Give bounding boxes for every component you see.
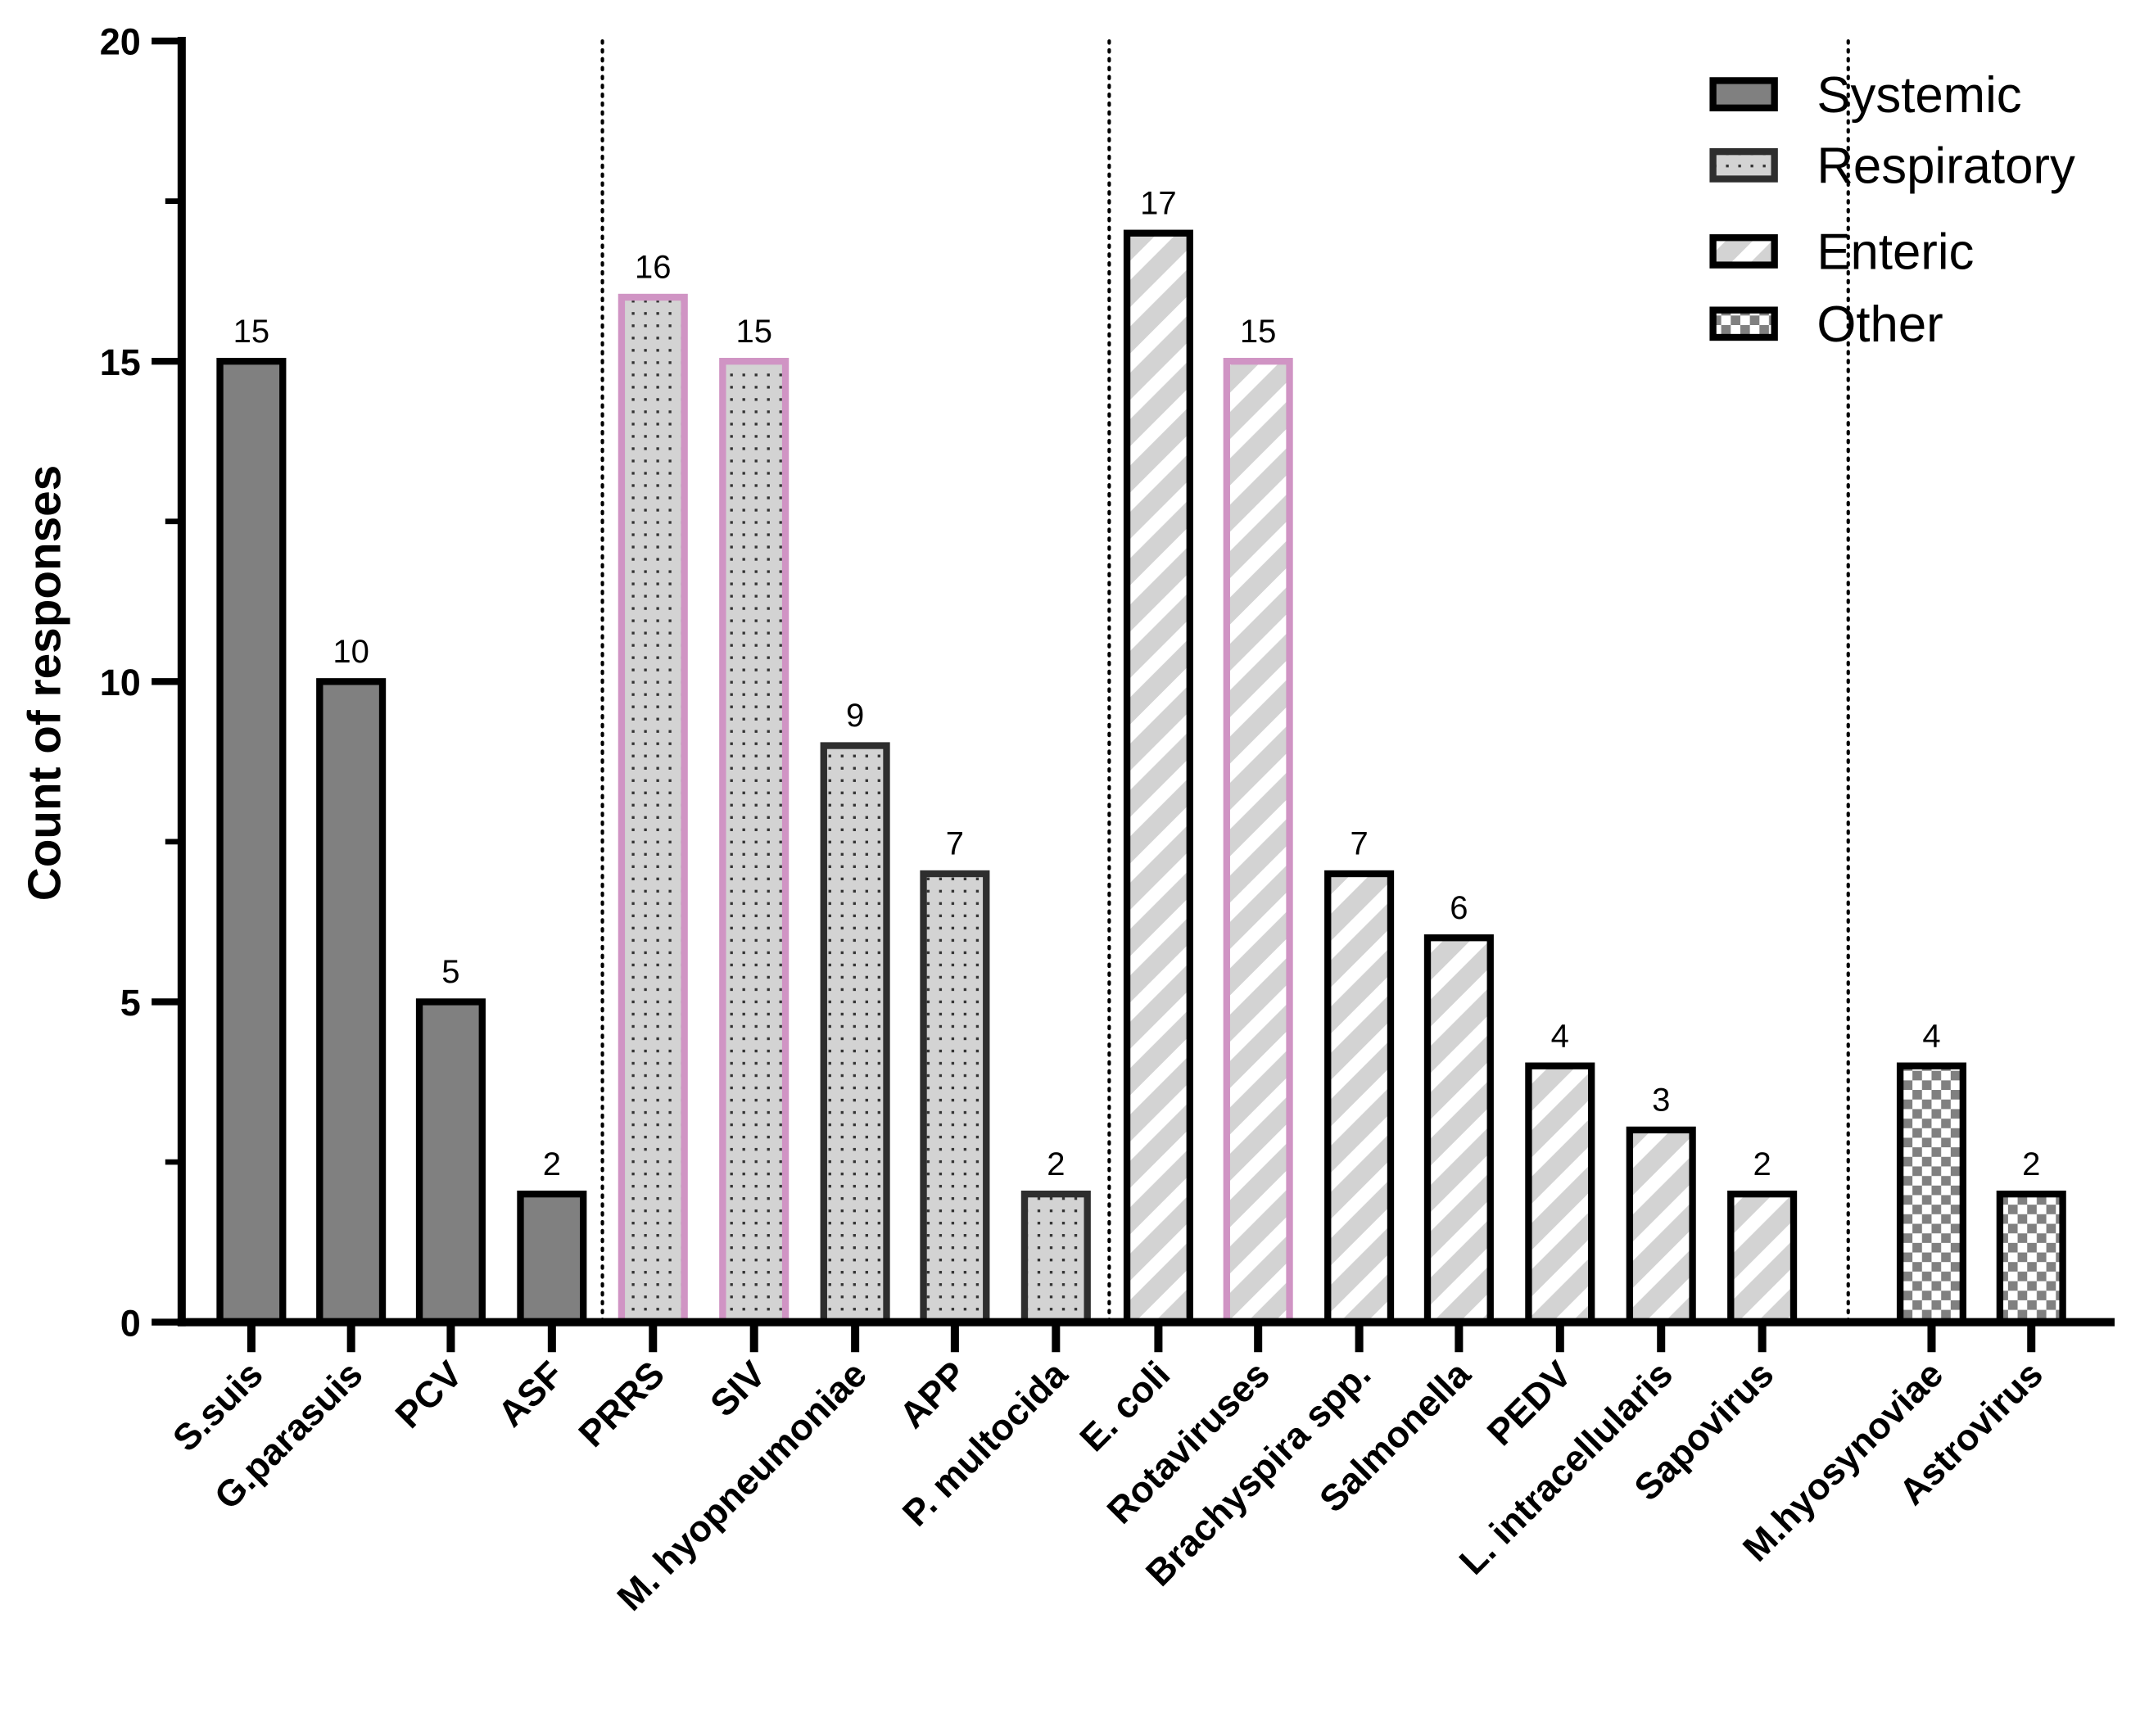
y-tick-label: 10 (100, 662, 141, 703)
y-tick-label: 20 (100, 21, 141, 63)
data-label: 5 (441, 954, 459, 990)
bar-enteric (1223, 358, 1293, 1326)
bar-enteric (1324, 870, 1395, 1326)
legend-swatch-respiratory (1709, 147, 1778, 183)
data-label: 4 (1551, 1018, 1569, 1054)
y-tick-label: 15 (100, 341, 141, 383)
y-tick-label: 5 (120, 982, 141, 1024)
data-label: 17 (1140, 185, 1177, 221)
legend-label: Other (1817, 296, 1943, 353)
x-tick-label: PRRS (571, 1353, 673, 1455)
bar-respiratory (920, 870, 990, 1326)
data-label: 2 (543, 1146, 561, 1182)
data-label: 9 (846, 698, 864, 734)
bar-enteric (1727, 1190, 1798, 1326)
x-tick-label: ASF (490, 1353, 572, 1435)
bar-respiratory (1020, 1190, 1091, 1326)
data-label: 15 (1240, 314, 1277, 350)
bar-systemic (316, 678, 387, 1326)
data-label: 15 (233, 314, 270, 350)
bar-other (1996, 1190, 2066, 1326)
data-label: 6 (1450, 890, 1468, 926)
data-label: 2 (1753, 1146, 1771, 1182)
legend-label: Systemic (1817, 67, 2021, 124)
legend-swatch-enteric (1709, 234, 1778, 269)
bar-enteric (1525, 1062, 1595, 1326)
bar-systemic (216, 358, 287, 1326)
x-tick-label: SIV (702, 1353, 773, 1424)
bar-enteric (1626, 1126, 1696, 1326)
legend-label: Respiratory (1817, 138, 2075, 195)
x-tick-label: PCV (387, 1353, 471, 1436)
bar-respiratory (618, 293, 688, 1326)
bar-other (1896, 1062, 1967, 1326)
legend-swatch-other (1709, 306, 1778, 341)
bar-enteric (1423, 934, 1494, 1326)
data-label: 2 (2022, 1146, 2040, 1182)
data-label: 7 (1350, 826, 1368, 862)
bar-enteric (1123, 229, 1193, 1326)
bar-systemic (415, 998, 486, 1326)
y-axis-label: Count of responses (19, 465, 70, 901)
legend-label: Enteric (1817, 224, 1974, 281)
x-tick-label: APP (891, 1353, 975, 1436)
data-label: 2 (1047, 1146, 1065, 1182)
data-label: 15 (735, 314, 772, 350)
data-label: 10 (333, 634, 369, 670)
bar-systemic (517, 1190, 587, 1326)
legend-swatch-systemic (1709, 77, 1778, 111)
data-label: 3 (1652, 1083, 1670, 1119)
data-label: 4 (1922, 1018, 1940, 1054)
data-label: 7 (946, 826, 964, 862)
bar-respiratory (719, 358, 790, 1326)
bar-respiratory (820, 742, 890, 1326)
data-label: 16 (635, 250, 672, 286)
y-tick-label: 0 (120, 1302, 141, 1344)
